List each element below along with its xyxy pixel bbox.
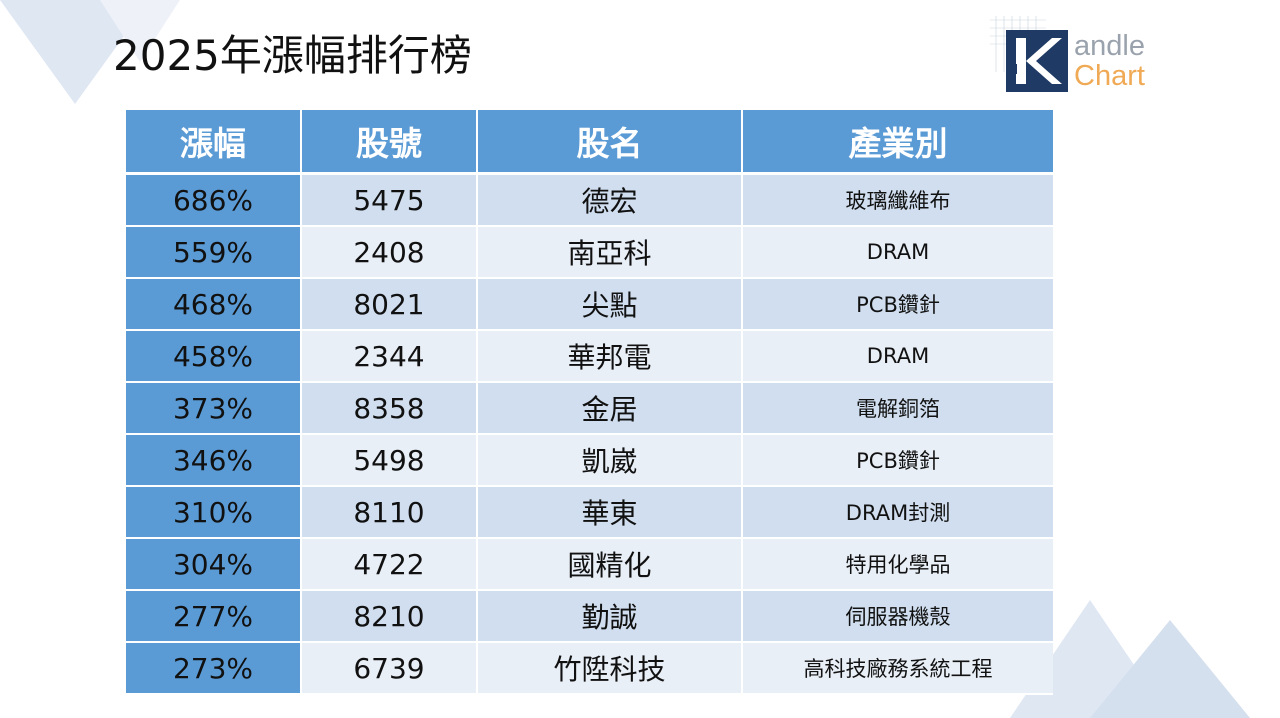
cell-change: 273%: [126, 642, 302, 695]
cell-stock-code: 2408: [301, 226, 478, 279]
table-row: 273% 6739 竹陞科技 高科技廠務系統工程: [126, 642, 1053, 695]
cell-stock-name: 華東: [477, 486, 743, 539]
cell-stock-code: 5475: [301, 173, 478, 227]
cell-stock-name: 凱崴: [477, 434, 743, 487]
kandlechart-logo: andle Chart: [990, 12, 1170, 98]
logo-text-andle: andle: [1074, 30, 1145, 62]
table-row: 458% 2344 華邦電 DRAM: [126, 330, 1053, 383]
cell-change: 686%: [126, 173, 302, 227]
header-stock-name: 股名: [477, 110, 743, 175]
header-industry: 產業別: [742, 110, 1053, 175]
cell-change: 373%: [126, 382, 302, 435]
cell-stock-name: 華邦電: [477, 330, 743, 383]
cell-stock-code: 2344: [301, 330, 478, 383]
cell-industry: PCB鑽針: [742, 434, 1053, 487]
header-stock-code: 股號: [301, 110, 478, 175]
cell-industry: 玻璃纖維布: [742, 173, 1053, 227]
cell-industry: DRAM封測: [742, 486, 1053, 539]
table-row: 559% 2408 南亞科 DRAM: [126, 226, 1053, 279]
cell-stock-code: 8358: [301, 382, 478, 435]
table-row: 686% 5475 德宏 玻璃纖維布: [126, 173, 1053, 227]
cell-stock-name: 金居: [477, 382, 743, 435]
cell-stock-code: 6739: [301, 642, 478, 695]
cell-change: 346%: [126, 434, 302, 487]
ranking-table: 漲幅 股號 股名 產業別 686% 5475 德宏 玻璃纖維布 559% 240…: [126, 110, 1053, 695]
table-row: 346% 5498 凱崴 PCB鑽針: [126, 434, 1053, 487]
cell-industry: DRAM: [742, 226, 1053, 279]
cell-change: 559%: [126, 226, 302, 279]
page-title: 2025年漲幅排行榜: [113, 31, 472, 80]
cell-industry: 特用化學品: [742, 538, 1053, 591]
cell-stock-code: 8210: [301, 590, 478, 643]
cell-change: 310%: [126, 486, 302, 539]
table-row: 373% 8358 金居 電解銅箔: [126, 382, 1053, 435]
logo-text-chart: Chart: [1074, 60, 1145, 92]
decorative-triangles-top-left: [0, 0, 180, 104]
cell-industry: DRAM: [742, 330, 1053, 383]
cell-stock-name: 德宏: [477, 173, 743, 227]
cell-stock-name: 勤誠: [477, 590, 743, 643]
table-row: 468% 8021 尖點 PCB鑽針: [126, 278, 1053, 331]
cell-change: 458%: [126, 330, 302, 383]
cell-stock-code: 8021: [301, 278, 478, 331]
cell-change: 468%: [126, 278, 302, 331]
table-row: 304% 4722 國精化 特用化學品: [126, 538, 1053, 591]
cell-stock-code: 8110: [301, 486, 478, 539]
table-row: 277% 8210 勤誠 伺服器機殼: [126, 590, 1053, 643]
cell-industry: 高科技廠務系統工程: [742, 642, 1053, 695]
logo-mark-icon: [990, 16, 1068, 92]
table-header-row: 漲幅 股號 股名 產業別: [126, 110, 1053, 175]
cell-change: 277%: [126, 590, 302, 643]
table-row: 310% 8110 華東 DRAM封測: [126, 486, 1053, 539]
cell-stock-code: 4722: [301, 538, 478, 591]
cell-industry: 伺服器機殼: [742, 590, 1053, 643]
cell-stock-name: 尖點: [477, 278, 743, 331]
cell-stock-code: 5498: [301, 434, 478, 487]
cell-industry: PCB鑽針: [742, 278, 1053, 331]
cell-stock-name: 竹陞科技: [477, 642, 743, 695]
cell-stock-name: 南亞科: [477, 226, 743, 279]
header-change: 漲幅: [126, 110, 302, 175]
cell-industry: 電解銅箔: [742, 382, 1053, 435]
cell-change: 304%: [126, 538, 302, 591]
cell-stock-name: 國精化: [477, 538, 743, 591]
